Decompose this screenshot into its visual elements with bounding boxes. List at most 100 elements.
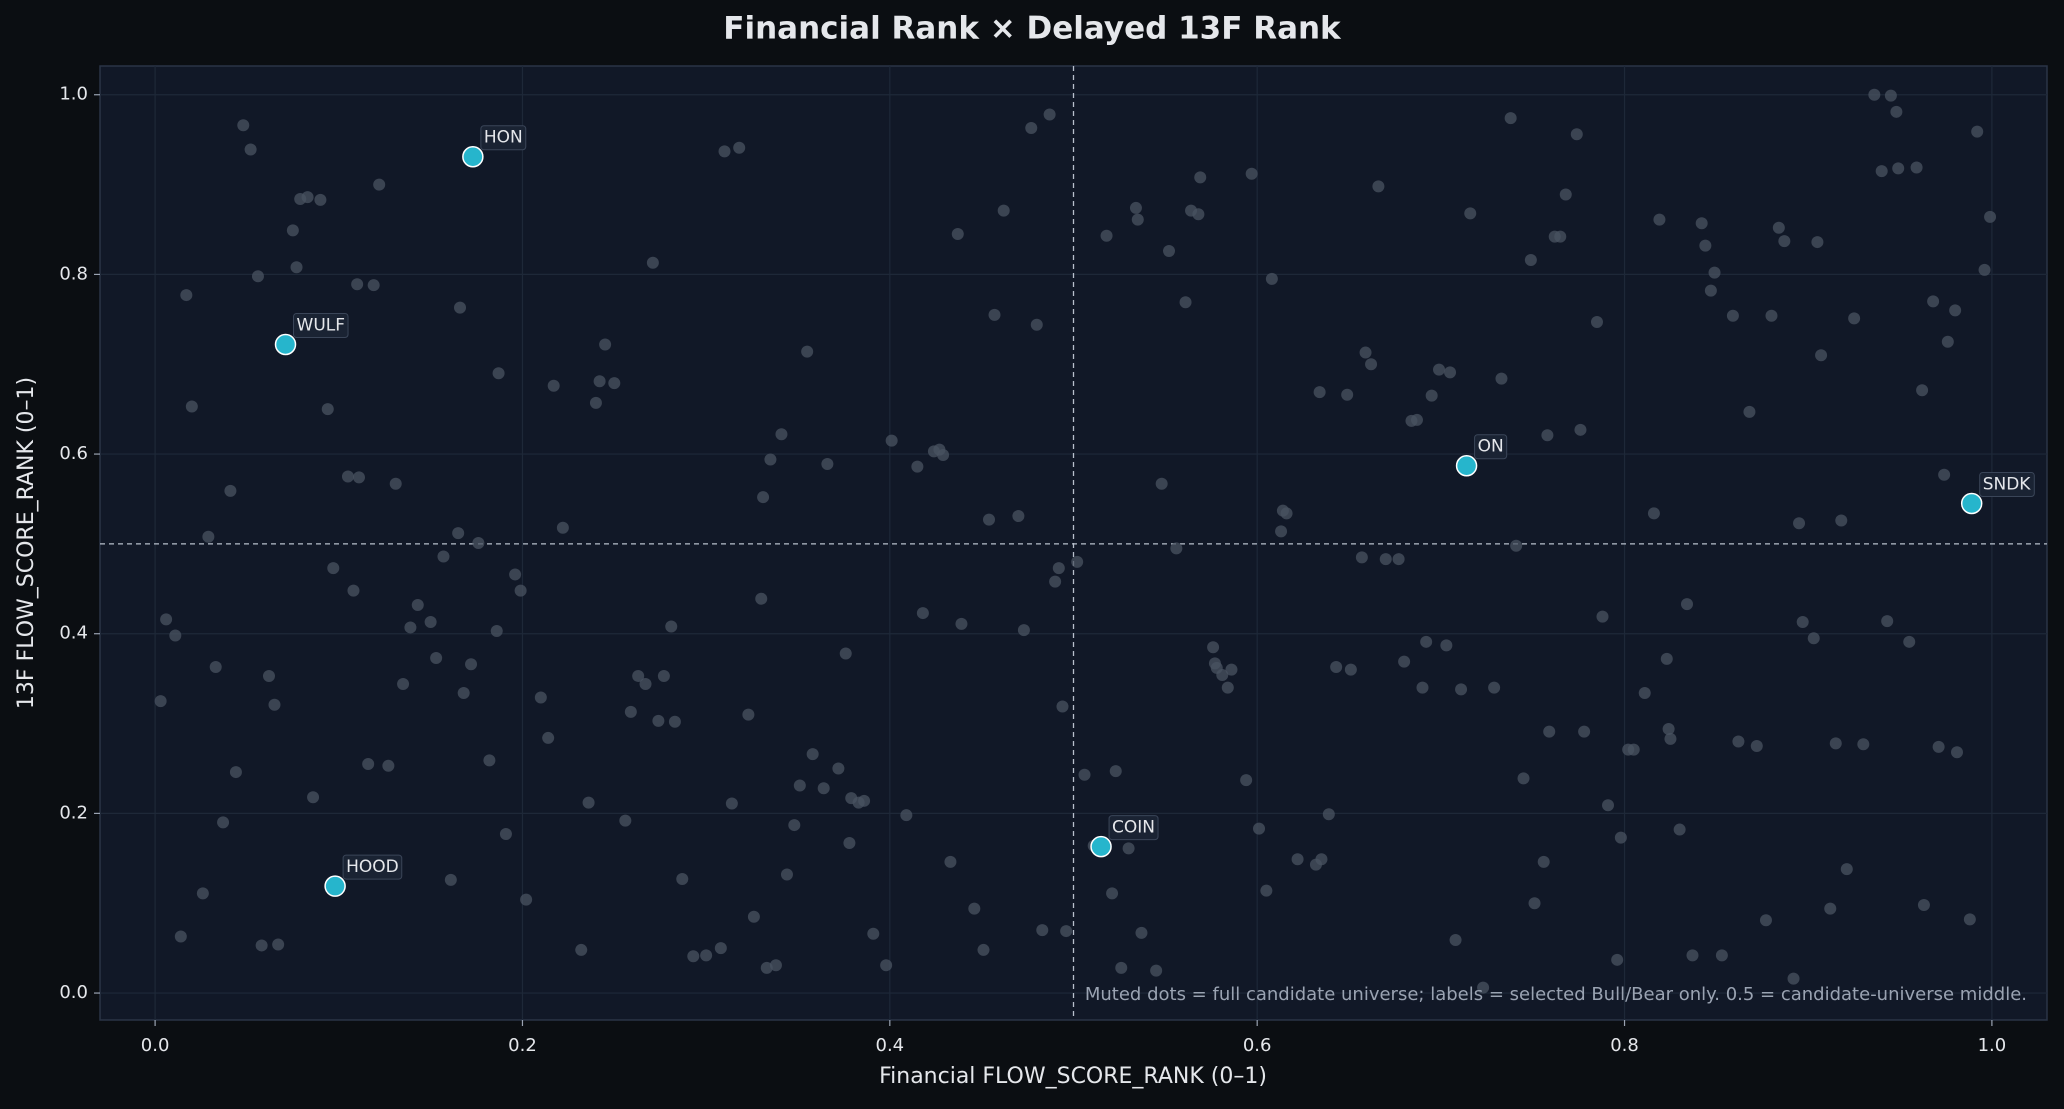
point [760,961,773,974]
y-tick-label: 1.0 [59,84,88,105]
point [1750,740,1763,753]
point [839,647,852,660]
point [217,816,230,829]
point [452,527,465,540]
point [599,338,612,351]
point [1680,598,1693,611]
highlight-point [1960,492,1983,515]
point [1778,235,1791,248]
point [472,537,485,549]
point [268,698,281,711]
point-label: WULF [297,315,346,335]
point [885,434,898,447]
point [321,403,334,416]
point [1313,386,1326,399]
point [582,796,595,809]
point [1150,964,1163,977]
point [411,598,424,611]
point [1135,926,1148,939]
point [1949,304,1962,317]
point [251,270,264,283]
point [1614,831,1627,844]
highlight-point [462,145,484,168]
point-label: COIN [1112,818,1155,838]
y-tick-label: 0.8 [59,263,88,284]
point [1578,725,1591,738]
point [725,797,738,810]
point [1433,363,1446,376]
point [951,227,964,240]
point [1225,663,1238,676]
point [1541,429,1554,442]
point [801,345,814,358]
point [1330,660,1343,673]
point [509,568,522,581]
point [1590,316,1603,329]
point [624,705,637,718]
label-box [1474,434,1508,460]
point [1903,635,1916,648]
point [1824,902,1837,915]
point [229,766,242,779]
point [1815,349,1828,362]
point [1704,284,1717,297]
point [351,278,364,291]
point [1265,272,1278,285]
point [1420,635,1433,648]
label-box [1108,815,1159,841]
point [665,620,678,633]
point [1627,743,1640,756]
point [1455,683,1468,696]
point [1260,884,1273,897]
point [1216,669,1229,682]
point [1221,681,1234,694]
point [700,949,713,962]
point [1245,167,1258,180]
point [1372,180,1385,193]
point [1910,161,1923,174]
point [911,460,924,473]
point [1673,823,1686,836]
point [1662,722,1675,735]
point [373,178,386,191]
point [1510,539,1523,552]
point [1477,981,1490,994]
point-label: ON [1478,437,1504,457]
point [1570,128,1583,141]
highlight-point [274,333,297,356]
point [1106,887,1119,900]
point [1660,652,1673,665]
point [1917,899,1930,912]
point [1425,389,1438,402]
x-tick-label: 1.0 [1978,1035,2007,1056]
point [788,819,801,832]
point [437,550,450,563]
point [347,584,360,597]
point [1071,555,1084,568]
point [1602,799,1615,812]
point [1978,263,1991,276]
point [1495,372,1508,385]
point [1884,89,1897,102]
point [202,530,215,543]
point [937,448,950,461]
point [1664,732,1677,745]
point [1848,312,1861,325]
point [1699,239,1712,252]
point [1574,423,1587,436]
point [1488,681,1501,694]
point [1543,725,1556,738]
point [1052,562,1065,575]
point [492,367,505,380]
point [944,855,957,868]
point [1537,855,1550,868]
point [465,658,478,671]
point [780,868,793,881]
label-box [293,312,349,338]
point [1715,949,1728,962]
point [793,779,806,792]
point [1686,949,1699,962]
point [1971,125,1984,138]
point [646,256,659,269]
point [1787,972,1800,985]
